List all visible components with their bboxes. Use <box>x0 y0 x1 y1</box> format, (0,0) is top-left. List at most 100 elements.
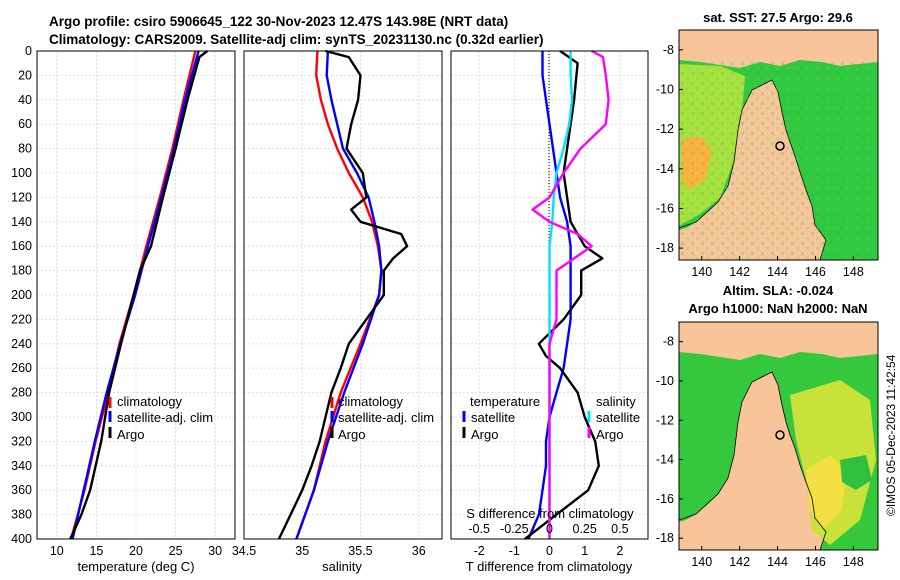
sst-map: sat. SST: 27.5 Argo: 29.6 140 142 144 146 14… <box>656 10 879 279</box>
salinity-xlabel: salinity <box>322 559 362 574</box>
x-tick-label: -1 <box>509 544 520 558</box>
difference-panel: -2 -1 0 1 2 -0.5 -0.25 0 0.25 0.5 S difference f… <box>450 49 649 574</box>
legend-temperature-heading: temperature <box>470 394 540 409</box>
depth-tick-label: 300 <box>11 410 32 424</box>
depth-tick-label: 80 <box>18 142 32 156</box>
depth-tick-label: 360 <box>11 483 32 497</box>
x-tick-label: 15 <box>89 544 103 558</box>
lat-tick-label: -8 <box>663 335 674 349</box>
imos-credit: ©IMOS 05-Dec-2023 11:42:54 <box>884 354 898 516</box>
depth-tick-label: 60 <box>18 117 32 131</box>
lat-tick-label: -18 <box>656 241 674 255</box>
legend-salinity-heading: salinity <box>596 394 636 409</box>
sst-map-float-marker <box>775 141 785 151</box>
legend-s-satellite-label: satellite <box>596 410 640 425</box>
legend-climatology-label: climatology <box>117 394 183 409</box>
lon-tick-label: 144 <box>767 555 788 569</box>
series-line-salinity-argo <box>531 49 610 539</box>
depth-tick-label: 160 <box>11 239 32 253</box>
lon-tick-label: 140 <box>691 265 712 279</box>
depth-tick-label: 380 <box>11 508 32 522</box>
series-line-argo <box>69 50 209 540</box>
depth-tick-labels: 0 20 40 60 80 100 120 140 160 180 200 220 240 260 280 3… <box>11 44 32 546</box>
x-tick-label: 20 <box>129 544 143 558</box>
legend-climatology-label: climatology <box>338 394 404 409</box>
temperature-xlabel: temperature (deg C) <box>77 559 194 574</box>
s-tick-label: -0.5 <box>468 522 490 536</box>
sla-map-low-anomaly <box>840 455 872 490</box>
lat-tick-label: -12 <box>656 122 674 136</box>
depth-tick-label: 100 <box>11 166 32 180</box>
lat-tick-label: -16 <box>656 201 674 215</box>
depth-tick-label: 340 <box>11 459 32 473</box>
legend-t-argo-label: Argo <box>471 427 498 442</box>
sst-map-frame <box>678 29 879 261</box>
sla-map-frame <box>678 321 879 551</box>
difference-axes-frame <box>450 50 649 540</box>
series-line-argo <box>277 49 409 540</box>
salinity-axes-frame <box>243 50 443 540</box>
depth-tick-label: 220 <box>11 312 32 326</box>
salinity-grid <box>243 50 442 540</box>
lon-tick-label: 142 <box>729 555 750 569</box>
lon-tick-label: 142 <box>729 265 750 279</box>
x-tick-label: 35.5 <box>348 544 372 558</box>
x-tick-label: 10 <box>50 544 64 558</box>
difference-legend-temperature: temperature satellite Argo <box>462 394 540 442</box>
depth-tick-label: 180 <box>11 264 32 278</box>
depth-tick-label: 20 <box>18 68 32 82</box>
depth-tick-label: 240 <box>11 337 32 351</box>
lon-tick-label: 146 <box>805 265 826 279</box>
lon-tick-label: 140 <box>691 555 712 569</box>
lat-tick-label: -18 <box>656 531 674 545</box>
sst-map-speckle <box>679 60 878 260</box>
x-tick-label: 0 <box>546 544 553 558</box>
temperature-axes-frame <box>36 50 236 540</box>
salinity-legend: climatology satellite-adj. clim Argo <box>330 394 434 442</box>
sla-map: Altim. SLA: -0.024 Argo h1000: NaN h2000… <box>656 283 879 569</box>
difference-legend-salinity: salinity satellite Argo <box>587 394 640 442</box>
salinity-series <box>277 49 409 540</box>
depth-tick-label: 260 <box>11 361 32 375</box>
sst-map-ticks: 140 142 144 146 148 -8 -10 -12 -14 -16 -18 <box>656 43 864 279</box>
depth-tick-label: 40 <box>18 93 32 107</box>
x-tick-label: 35 <box>295 544 309 558</box>
series-line-temperature-satellite <box>527 51 572 540</box>
figure-title-line2: Climatology: CARS2009. Satellite-adj cli… <box>49 32 544 47</box>
lat-tick-label: -10 <box>656 82 674 96</box>
lon-tick-label: 148 <box>843 555 864 569</box>
depth-tick-label: 400 <box>11 532 32 546</box>
depth-tick-label: 320 <box>11 434 32 448</box>
depth-tick-label: 120 <box>11 190 32 204</box>
series-line-temperature-argo <box>524 50 604 540</box>
t-difference-tick-labels: -2 -1 0 1 2 <box>474 544 624 558</box>
salinity-tick-labels: 34.5 35 35.5 36 <box>232 544 426 558</box>
legend-t-satellite-label: satellite <box>471 410 515 425</box>
temperature-panel: 0 20 40 60 80 100 120 140 160 180 200 220 240 260 280 3… <box>11 44 236 574</box>
depth-tick-label: 280 <box>11 386 32 400</box>
x-tick-label: 2 <box>616 544 623 558</box>
s-tick-label: -0.25 <box>500 522 529 536</box>
lat-tick-label: -8 <box>663 43 674 57</box>
x-tick-label: 34.5 <box>232 544 256 558</box>
x-tick-label: 1 <box>581 544 588 558</box>
temperature-series <box>69 50 209 540</box>
temperature-grid <box>37 50 235 540</box>
difference-series <box>524 49 610 540</box>
lat-tick-label: -12 <box>656 413 674 427</box>
temperature-tick-labels: 10 15 20 25 30 <box>50 544 222 558</box>
series-line-satellite-adj-clim <box>295 50 383 540</box>
sla-map-title-line2: Argo h1000: NaN h2000: NaN <box>688 301 867 316</box>
series-line-satellite-adj-clim <box>71 50 200 540</box>
sst-map-ocean-north <box>679 30 878 65</box>
sla-map-float-marker <box>775 430 785 440</box>
s-tick-label: 0.5 <box>611 522 628 536</box>
depth-tick-label: 200 <box>11 288 32 302</box>
sla-map-peak-anomaly <box>806 455 846 530</box>
t-difference-xlabel: T difference from climatology <box>466 559 633 574</box>
legend-satellite-label: satellite-adj. clim <box>117 410 213 425</box>
temperature-legend: climatology satellite-adj. clim Argo <box>108 394 213 442</box>
x-tick-label: 36 <box>412 544 426 558</box>
sla-map-title-line1: Altim. SLA: -0.024 <box>723 283 834 298</box>
